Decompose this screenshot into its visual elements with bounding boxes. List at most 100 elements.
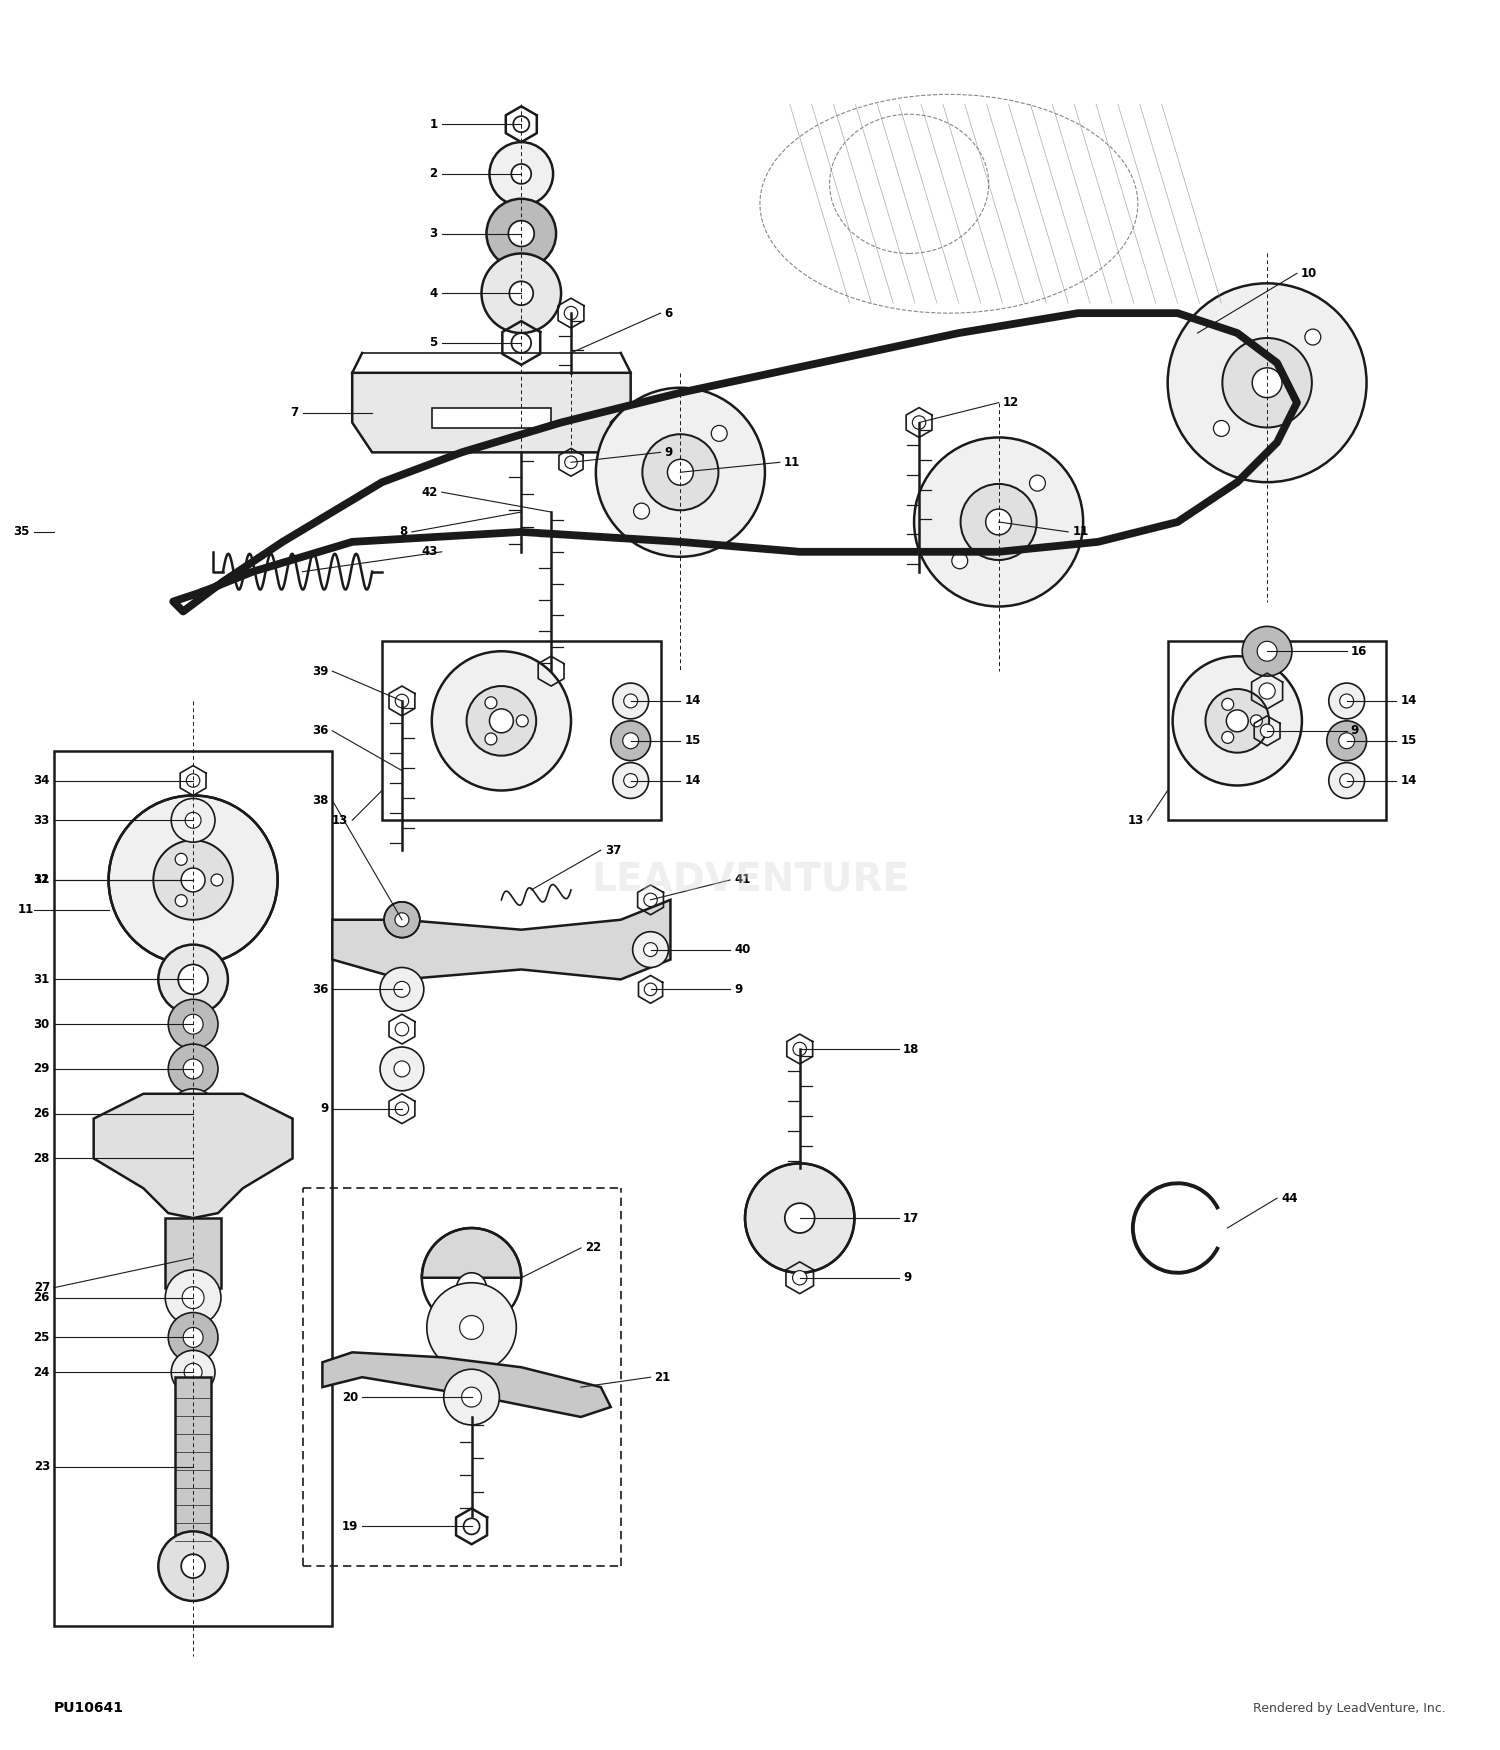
- Circle shape: [211, 873, 223, 886]
- FancyBboxPatch shape: [54, 751, 333, 1626]
- Circle shape: [1167, 284, 1366, 483]
- Circle shape: [1260, 724, 1274, 737]
- Text: 28: 28: [33, 1152, 50, 1166]
- Text: 22: 22: [585, 1241, 602, 1255]
- Circle shape: [1214, 420, 1230, 436]
- Text: LEADVENTURE: LEADVENTURE: [591, 861, 909, 900]
- Text: 11: 11: [784, 455, 800, 469]
- Circle shape: [484, 696, 496, 709]
- Circle shape: [427, 1283, 516, 1372]
- Circle shape: [168, 1088, 217, 1139]
- Circle shape: [633, 504, 650, 520]
- Circle shape: [186, 774, 200, 788]
- Circle shape: [482, 254, 561, 332]
- Text: Rendered by LeadVenture, Inc.: Rendered by LeadVenture, Inc.: [1254, 1703, 1446, 1715]
- Text: 14: 14: [684, 774, 700, 788]
- Circle shape: [1227, 710, 1248, 731]
- Circle shape: [484, 733, 496, 746]
- Wedge shape: [422, 1228, 522, 1278]
- Circle shape: [516, 716, 528, 726]
- Text: 13: 13: [332, 814, 348, 826]
- Text: 21: 21: [654, 1370, 670, 1384]
- Circle shape: [159, 945, 228, 1015]
- Circle shape: [633, 931, 669, 968]
- Text: 24: 24: [33, 1365, 50, 1379]
- Circle shape: [459, 1316, 483, 1339]
- Circle shape: [1242, 626, 1292, 676]
- Text: 14: 14: [1401, 774, 1416, 788]
- Polygon shape: [432, 408, 550, 427]
- Polygon shape: [352, 373, 630, 452]
- Circle shape: [544, 665, 558, 677]
- Text: 42: 42: [422, 487, 438, 499]
- Text: 16: 16: [1350, 644, 1366, 658]
- Text: 31: 31: [33, 973, 50, 985]
- Circle shape: [1173, 656, 1302, 786]
- Circle shape: [746, 1164, 855, 1272]
- Circle shape: [183, 1104, 203, 1124]
- Text: 43: 43: [422, 546, 438, 558]
- Circle shape: [642, 434, 718, 511]
- Circle shape: [486, 200, 556, 268]
- Text: 10: 10: [1300, 266, 1317, 280]
- Circle shape: [182, 1286, 204, 1309]
- Text: 14: 14: [684, 695, 700, 707]
- Text: 11: 11: [18, 903, 34, 917]
- Text: 27: 27: [33, 1281, 50, 1295]
- Text: 36: 36: [312, 724, 328, 737]
- Circle shape: [394, 1060, 410, 1076]
- Circle shape: [952, 553, 968, 569]
- Text: 9: 9: [1350, 724, 1359, 737]
- Text: 8: 8: [399, 525, 408, 539]
- Circle shape: [1257, 640, 1276, 662]
- Text: 15: 15: [684, 735, 700, 747]
- Circle shape: [182, 868, 206, 892]
- Circle shape: [489, 709, 513, 733]
- Circle shape: [1340, 774, 1353, 788]
- Circle shape: [466, 686, 536, 756]
- Text: 17: 17: [903, 1211, 920, 1225]
- Circle shape: [614, 763, 648, 798]
- Circle shape: [1338, 733, 1354, 749]
- Circle shape: [1340, 695, 1353, 709]
- Circle shape: [960, 485, 1036, 560]
- Text: 6: 6: [664, 306, 672, 320]
- Circle shape: [510, 282, 532, 304]
- Circle shape: [153, 840, 232, 921]
- Circle shape: [380, 1046, 424, 1090]
- Text: 36: 36: [312, 984, 328, 996]
- Text: 33: 33: [33, 814, 50, 826]
- Circle shape: [512, 164, 531, 184]
- Circle shape: [1328, 721, 1366, 761]
- Circle shape: [183, 1328, 203, 1348]
- Circle shape: [108, 796, 278, 964]
- Circle shape: [794, 1043, 807, 1055]
- Text: 44: 44: [1281, 1192, 1298, 1204]
- Circle shape: [171, 1351, 214, 1395]
- Circle shape: [462, 1388, 482, 1407]
- Circle shape: [183, 1015, 203, 1034]
- Circle shape: [183, 1059, 203, 1078]
- Text: 1: 1: [429, 117, 438, 131]
- Circle shape: [456, 1272, 486, 1302]
- Text: PU10641: PU10641: [54, 1701, 124, 1715]
- Text: 19: 19: [342, 1519, 358, 1533]
- Circle shape: [509, 220, 534, 247]
- Circle shape: [624, 695, 638, 709]
- Circle shape: [622, 733, 639, 749]
- Polygon shape: [322, 1353, 610, 1418]
- Circle shape: [792, 1270, 807, 1284]
- Circle shape: [384, 901, 420, 938]
- Circle shape: [394, 914, 410, 928]
- Circle shape: [394, 695, 408, 707]
- Text: 13: 13: [1128, 814, 1144, 826]
- Text: 41: 41: [734, 873, 750, 887]
- Circle shape: [394, 1102, 408, 1115]
- Circle shape: [986, 509, 1011, 536]
- Text: 35: 35: [13, 525, 30, 539]
- Circle shape: [1251, 716, 1263, 726]
- Circle shape: [394, 982, 410, 997]
- Circle shape: [784, 1204, 814, 1234]
- Circle shape: [1305, 329, 1322, 345]
- Circle shape: [394, 1022, 408, 1036]
